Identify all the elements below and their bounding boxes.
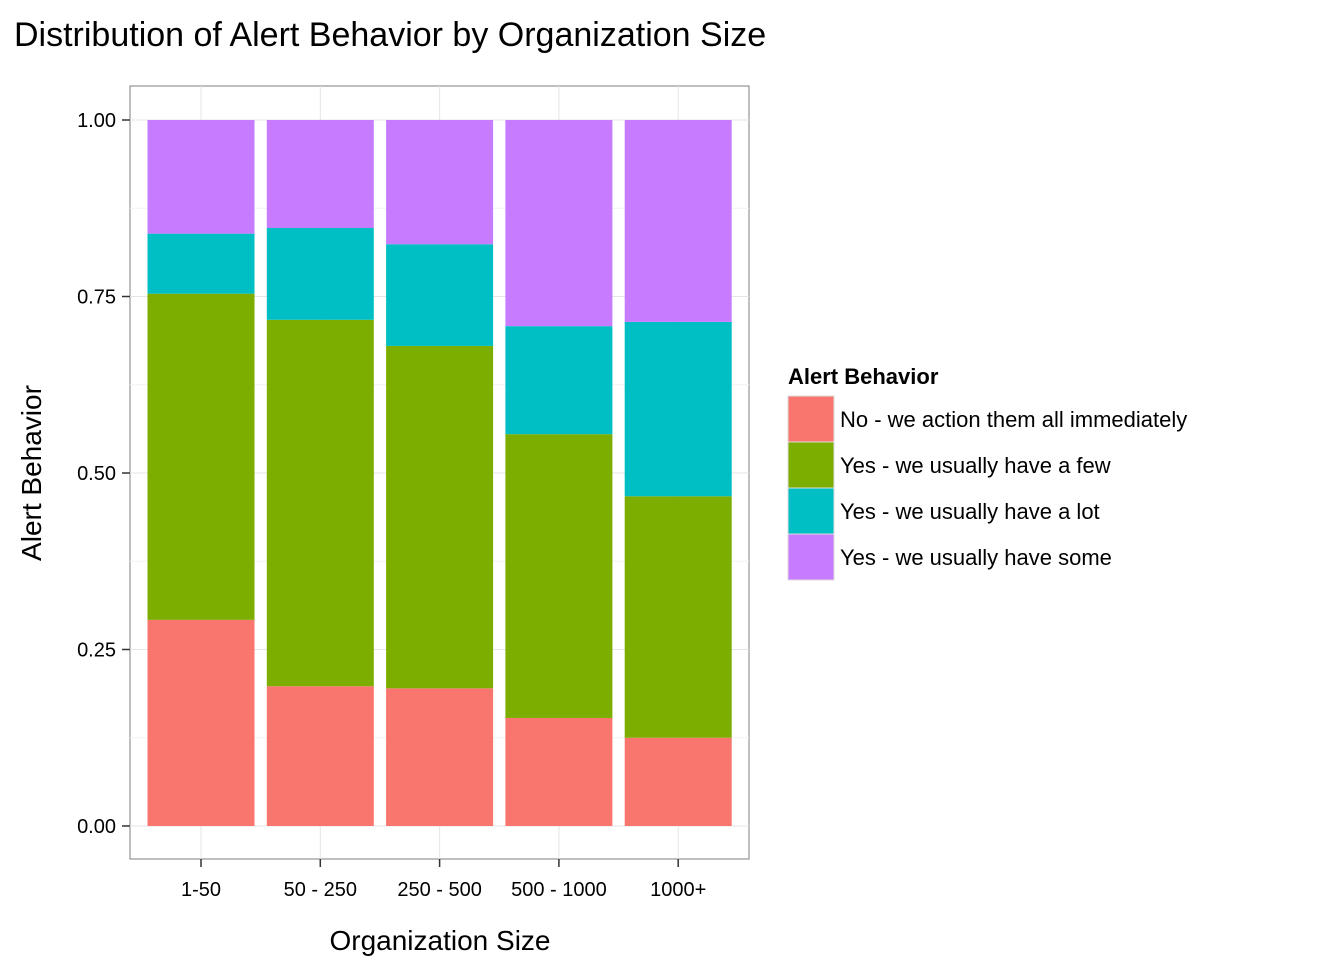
legend-key [787, 441, 835, 489]
bar-segment [386, 120, 494, 245]
legend-key [787, 533, 835, 581]
axes: 0.00 0.25 0.50 0.75 1.00 1-50 50 - 250 250 - 50… [77, 110, 706, 901]
bar-segment [386, 688, 494, 826]
bar-segment [386, 244, 494, 346]
legend-label: Yes - we usually have a few [840, 453, 1111, 478]
x-tick-label: 250 - 500 [397, 879, 482, 901]
bar-segment [147, 120, 255, 234]
legend-key [787, 395, 835, 443]
legend-key [787, 487, 835, 535]
y-tick-label: 0.00 [77, 816, 116, 838]
bar-segment [147, 293, 255, 620]
bar-segment [505, 434, 613, 718]
legend-label: No - we action them all immediately [840, 407, 1187, 432]
y-tick-label: 1.00 [77, 110, 116, 132]
x-tick-label: 500 - 1000 [511, 879, 607, 901]
bar-segment [147, 619, 255, 826]
bar-segment [505, 326, 613, 435]
bar-segment [624, 737, 732, 826]
bar-segment [266, 120, 374, 229]
bar-segment [624, 496, 732, 738]
legend: Alert Behavior No - we action them all i… [787, 364, 1187, 581]
bar-segment [624, 321, 732, 497]
legend-label: Yes - we usually have some [840, 545, 1112, 570]
legend-title: Alert Behavior [788, 364, 939, 389]
y-tick-label: 0.50 [77, 463, 116, 485]
y-tick-label: 0.75 [77, 287, 116, 309]
x-tick-label: 50 - 250 [284, 879, 357, 901]
chart-title: Distribution of Alert Behavior by Organi… [14, 16, 766, 54]
x-axis-label: Organization Size [329, 925, 550, 956]
bars [147, 120, 732, 826]
x-tick-label: 1-50 [181, 879, 221, 901]
bar-segment [386, 345, 494, 689]
x-tick-label: 1000+ [650, 879, 706, 901]
bar-segment [147, 233, 255, 294]
y-tick-label: 0.25 [77, 640, 116, 662]
bar-segment [505, 717, 613, 826]
bar-segment [505, 120, 613, 327]
y-axis-label: Alert Behavior [16, 385, 47, 561]
legend-label: Yes - we usually have a lot [840, 499, 1100, 524]
bar-segment [266, 686, 374, 826]
bar-segment [624, 120, 732, 322]
bar-segment [266, 228, 374, 320]
bar-segment [266, 319, 374, 687]
